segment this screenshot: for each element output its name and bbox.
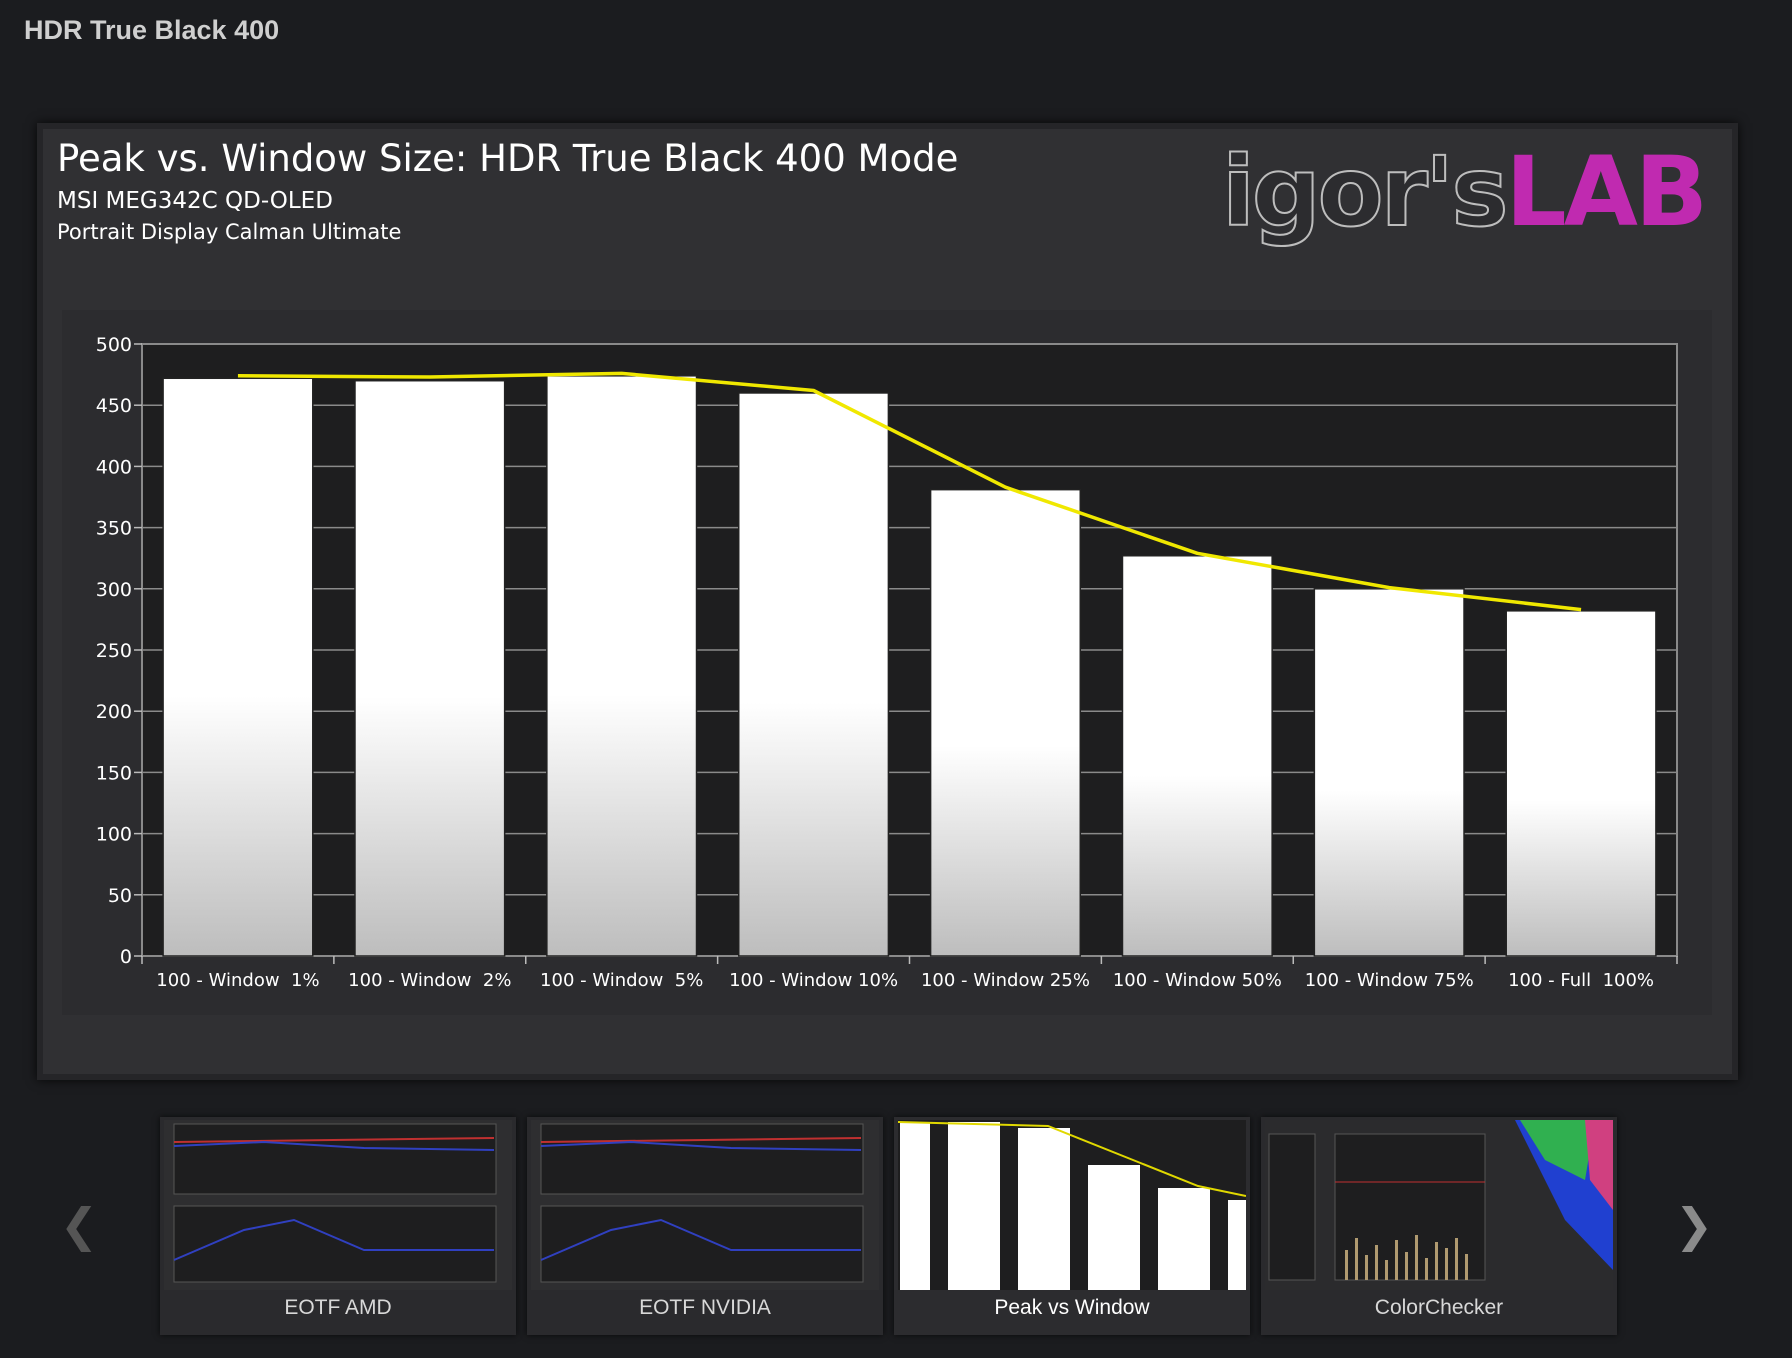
x-tick-label: 100 - Window 50% — [1113, 970, 1282, 991]
x-tick-label: 100 - Window 2% — [348, 970, 511, 991]
thumb-eotf-amd[interactable]: EOTF AMD — [160, 1117, 516, 1335]
y-tick-label: 100 — [96, 824, 132, 846]
bar — [354, 379, 506, 957]
x-tick-label: 100 - Window 25% — [921, 970, 1090, 991]
bar-chart: 0 50 100 150 200 250 300 350 400 450 500 100 - Win… — [95, 334, 1678, 991]
thumb-image-colorchecker — [1265, 1120, 1613, 1290]
next-arrow-button[interactable]: ❯ — [1671, 1202, 1717, 1248]
y-tick-labels: 0 50 100 150 200 250 300 350 400 450 500 — [96, 334, 142, 968]
y-tick-label: 0 — [120, 946, 132, 968]
chevron-left-icon: ❮ — [59, 1199, 99, 1251]
bar — [1121, 555, 1273, 957]
x-tick-labels: 100 - Window 1% 100 - Window 2% 100 - Wind… — [141, 956, 1678, 991]
trend-line — [237, 371, 1582, 612]
thumb-label: EOTF AMD — [284, 1296, 392, 1319]
thumb-image-eotf-nvidia — [531, 1120, 879, 1290]
bars — [162, 375, 1657, 957]
thumb-eotf-nvidia[interactable]: EOTF NVIDIA — [527, 1117, 883, 1335]
chart-title: Peak vs. Window Size: HDR True Black 400… — [57, 137, 959, 180]
bar — [162, 377, 314, 957]
trend-line-path — [237, 371, 1582, 612]
y-tick-label: 150 — [96, 762, 132, 784]
y-tick-label: 50 — [108, 885, 132, 907]
x-tick-label: 100 - Full 100% — [1508, 970, 1654, 991]
x-tick-label: 100 - Window 75% — [1305, 970, 1474, 991]
bar — [929, 488, 1082, 957]
x-tick-label: 100 - Window 10% — [729, 970, 898, 991]
thumb-peak-vs-window[interactable]: Peak vs Window — [894, 1117, 1250, 1335]
page-title: HDR True Black 400 — [24, 15, 280, 45]
y-tick-label: 400 — [96, 456, 132, 478]
x-tick-label: 100 - Window 1% — [156, 970, 319, 991]
thumb-image-peak-vs-window — [898, 1120, 1246, 1290]
y-tick-label: 350 — [96, 518, 132, 540]
chart-subtitle: MSI MEG342C QD-OLED — [57, 188, 333, 214]
thumb-label: EOTF NVIDIA — [639, 1296, 771, 1319]
prev-arrow-button[interactable]: ❮ — [56, 1202, 102, 1248]
y-tick-label: 450 — [96, 395, 132, 417]
bar — [1313, 588, 1465, 957]
chevron-right-icon: ❯ — [1674, 1199, 1714, 1251]
thumb-label: ColorChecker — [1374, 1296, 1504, 1319]
y-tick-label: 200 — [96, 701, 132, 723]
logo-text-lab: LAB — [1505, 136, 1708, 248]
bar — [1505, 610, 1657, 957]
x-tick-label: 100 - Window 5% — [540, 970, 703, 991]
thumb-label: Peak vs Window — [994, 1296, 1150, 1319]
logo-text-igors: igor's — [1221, 136, 1509, 248]
y-tick-label: 500 — [96, 334, 132, 356]
y-tick-label: 300 — [96, 579, 132, 601]
bar — [546, 375, 698, 957]
thumb-image-eotf-amd — [164, 1120, 512, 1290]
thumb-colorchecker[interactable]: ColorChecker — [1261, 1117, 1617, 1335]
igorslab-logo: igor'sLAB — [1221, 136, 1708, 248]
y-tick-label: 250 — [96, 640, 132, 662]
chart-source: Portrait Display Calman Ultimate — [57, 220, 402, 244]
bar — [737, 392, 890, 957]
